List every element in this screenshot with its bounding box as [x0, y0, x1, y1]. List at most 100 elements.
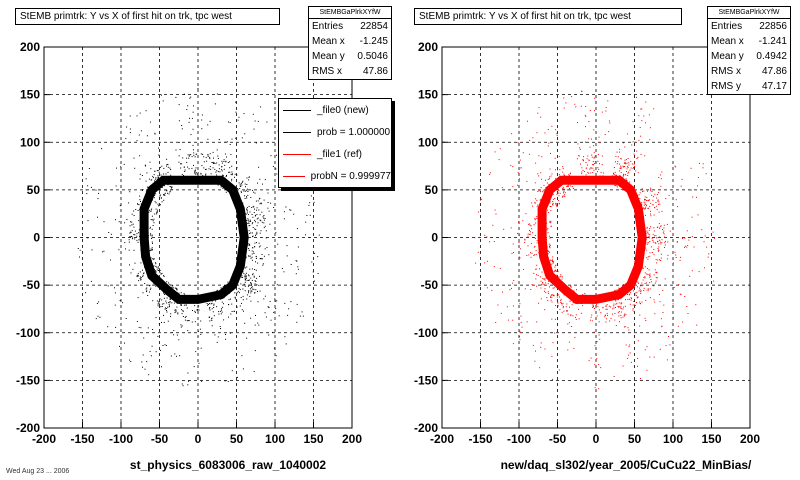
data-point: [605, 110, 607, 112]
data-point: [567, 349, 569, 351]
data-point: [187, 105, 189, 107]
data-point: [570, 284, 572, 286]
data-point: [242, 299, 244, 301]
data-point: [549, 220, 551, 222]
data-point: [561, 311, 563, 313]
data-point: [575, 316, 576, 318]
data-point: [209, 309, 211, 311]
data-point: [196, 309, 198, 310]
data-point: [295, 260, 297, 262]
data-point: [161, 201, 163, 203]
data-point: [618, 302, 620, 304]
data-point: [288, 308, 290, 310]
data-point: [159, 272, 161, 274]
data-point: [647, 231, 649, 233]
data-point: [198, 309, 200, 311]
data-point: [567, 323, 569, 325]
data-point: [558, 190, 560, 192]
data-point: [637, 340, 639, 342]
data-point: [309, 214, 311, 216]
data-point: [152, 225, 154, 226]
data-point: [649, 276, 651, 278]
data-point: [532, 137, 534, 139]
data-point: [139, 173, 141, 175]
data-point: [649, 237, 651, 239]
data-point: [606, 308, 608, 310]
data-point: [592, 167, 594, 169]
data-point: [255, 214, 256, 216]
data-point: [234, 292, 236, 294]
data-point: [656, 262, 658, 264]
data-point: [256, 242, 257, 244]
data-point: [150, 355, 152, 357]
data-point: [161, 272, 163, 274]
data-point: [158, 147, 159, 149]
data-point: [512, 166, 514, 168]
data-point: [593, 164, 594, 166]
data-point: [91, 249, 93, 251]
data-point: [180, 163, 181, 165]
data-point: [616, 186, 618, 188]
data-point: [641, 301, 643, 303]
data-point: [267, 192, 269, 194]
data-point: [600, 171, 602, 173]
data-point: [639, 314, 641, 316]
data-point: [624, 162, 626, 163]
data-point: [149, 250, 151, 252]
data-point: [633, 153, 635, 155]
data-point: [188, 141, 190, 143]
y-tick-label: -100: [414, 326, 438, 340]
data-point: [639, 301, 641, 303]
x-axis-title: new/daq_sl302/year_2005/CuCu22_MinBias/: [501, 458, 752, 472]
data-point: [568, 341, 570, 343]
data-point: [137, 275, 139, 277]
data-point: [567, 186, 569, 187]
data-point: [672, 234, 674, 236]
data-point: [512, 186, 514, 188]
data-point: [542, 278, 544, 279]
data-point: [534, 234, 536, 236]
data-point: [164, 344, 166, 346]
data-point: [258, 198, 260, 200]
data-point: [625, 299, 626, 301]
data-point: [512, 343, 514, 345]
x-axis-title: st_physics_6083006_raw_1040002: [130, 458, 326, 472]
data-point: [216, 306, 218, 308]
data-point: [231, 171, 233, 173]
data-point: [590, 167, 592, 169]
data-point: [255, 289, 257, 291]
data-point: [241, 184, 243, 186]
data-point: [650, 213, 651, 215]
data-point: [191, 117, 193, 119]
data-point: [527, 245, 529, 247]
data-point: [250, 277, 252, 279]
data-point: [555, 305, 556, 307]
data-point: [699, 162, 700, 164]
data-point: [642, 279, 644, 281]
data-point: [211, 300, 213, 302]
data-point: [608, 305, 610, 307]
data-point: [593, 331, 595, 333]
data-point: [221, 308, 223, 310]
data-point: [223, 159, 225, 161]
data-point: [130, 361, 132, 362]
data-point: [175, 309, 177, 311]
data-point: [639, 303, 641, 304]
data-point: [249, 255, 251, 257]
data-point: [232, 173, 233, 175]
data-point: [540, 342, 542, 344]
data-point: [150, 211, 152, 212]
data-point: [658, 201, 660, 203]
data-point: [129, 115, 131, 117]
data-point: [632, 121, 634, 123]
data-point: [258, 166, 260, 168]
data-point: [170, 169, 172, 170]
data-point: [512, 305, 514, 307]
data-point: [620, 165, 622, 167]
data-point: [260, 230, 262, 232]
data-point: [633, 301, 635, 302]
data-point: [217, 155, 219, 157]
data-point: [582, 294, 584, 296]
data-point: [188, 157, 190, 159]
data-point: [641, 285, 643, 287]
